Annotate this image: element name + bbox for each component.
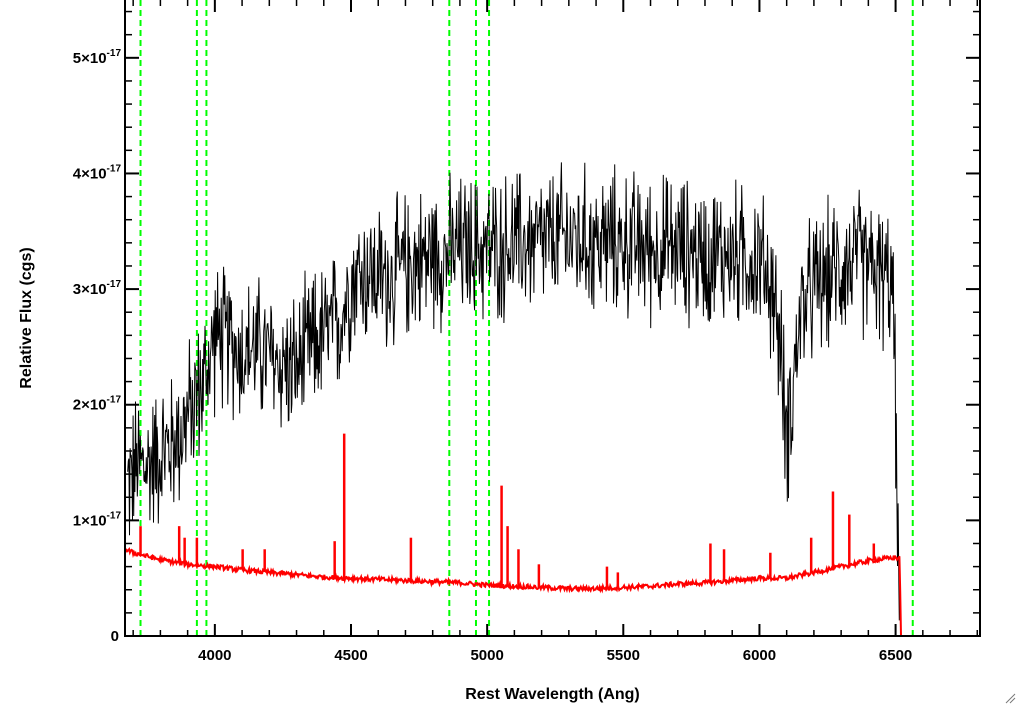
series-1-line xyxy=(124,546,980,637)
x-axis-ticks: 4000 4500 5000 5500 6000 6500 xyxy=(132,0,979,664)
y-tick-label-4: 4×10-17 xyxy=(73,163,122,182)
y-tick-label-1: 1×10-17 xyxy=(73,510,122,529)
x-tick-label-2: 5000 xyxy=(470,647,503,664)
y-tick-label-2: 2×10-17 xyxy=(73,395,122,414)
x-tick-label-1: 4500 xyxy=(334,647,367,664)
y-tick-label-0: 0 xyxy=(111,628,119,645)
x-tick-label-3: 5500 xyxy=(607,647,640,664)
x-axis-title: Rest Wavelength (Ang) xyxy=(465,686,640,703)
x-tick-label-4: 6000 xyxy=(743,647,776,664)
resize-grip-icon[interactable] xyxy=(1004,692,1016,704)
x-tick-label-0: 4000 xyxy=(198,647,231,664)
y-axis-title: Relative Flux (cgs) xyxy=(18,247,35,388)
y-axis-ticks: 0 1×10-17 2×10-17 3×10-17 4×10-17 5×10-17 xyxy=(73,10,980,645)
x-tick-label-5: 6500 xyxy=(879,647,912,664)
series-0-line xyxy=(127,162,901,621)
y-tick-label-5: 5×10-17 xyxy=(73,48,122,67)
y-tick-label-3: 3×10-17 xyxy=(73,279,122,298)
plot-frame xyxy=(124,0,981,637)
series-group xyxy=(124,162,980,637)
